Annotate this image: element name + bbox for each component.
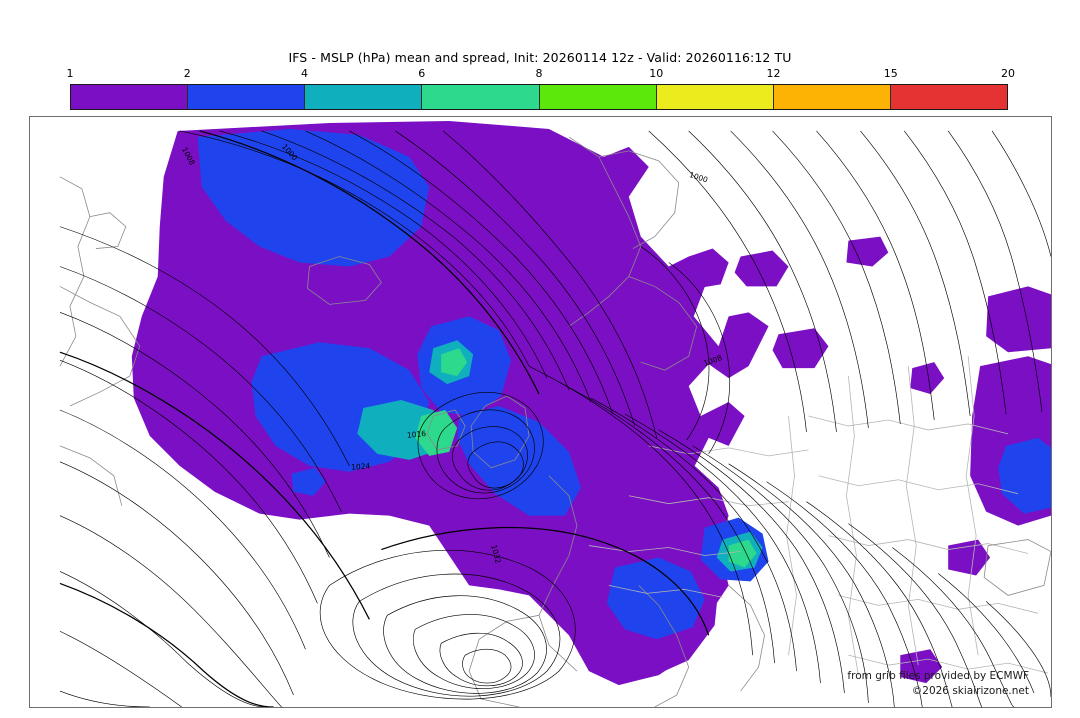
- isobar-label-1016: 1016: [407, 429, 427, 440]
- spread-area-purple-blob-f: [948, 539, 991, 576]
- spread-area-purple-blob-b: [772, 328, 829, 369]
- spread-area-green-b: [441, 348, 468, 377]
- colorbar-tick-10: 10: [649, 67, 664, 80]
- spread-area-purple-blob-c: [846, 236, 889, 267]
- spread-area-purple-iceland: [684, 248, 729, 289]
- colorbar-tick-6: 6: [418, 67, 426, 80]
- map-canvas: 1008 1000 1016 1024 1032 1000 1008: [59, 120, 1051, 707]
- isobar-label-1000-b: 1000: [688, 170, 709, 184]
- isobar-label-1024: 1024: [351, 461, 371, 471]
- colorbar-segment-orange: [773, 85, 891, 109]
- colorbar-segment-blue: [188, 85, 306, 109]
- coastline-layer: [59, 136, 1051, 707]
- colorbar-segment-spring-green: [422, 85, 540, 109]
- spread-area-purple-east2: [986, 286, 1051, 353]
- colorbar-segment-yellow: [656, 85, 774, 109]
- colorbar-tick-12: 12: [766, 67, 781, 80]
- spread-area-blue-north: [197, 128, 430, 267]
- spread-area-green-a: [415, 410, 458, 456]
- colorbar-tick-2: 2: [183, 67, 191, 80]
- colorbar-strip: [70, 84, 1008, 110]
- page-title: IFS - MSLP (hPa) mean and spread, Init: …: [288, 50, 792, 65]
- spread-area-blue-east: [998, 437, 1051, 514]
- spread-area-blue-se: [606, 557, 705, 640]
- colorbar-tick-20: 20: [1001, 67, 1015, 80]
- spread-area-blue-tiny: [291, 467, 326, 496]
- spread-area-blue-strip: [457, 406, 581, 516]
- colorbar-tick-4: 4: [301, 67, 308, 80]
- colorbar-tick-8: 8: [535, 67, 543, 80]
- colorbar-segment-teal: [305, 85, 423, 109]
- map-panel[interactable]: 1008 1000 1016 1024 1032 1000 1008 from …: [29, 116, 1052, 708]
- colorbar-segment-lime: [539, 85, 657, 109]
- spread-area-purple-blob-e: [900, 649, 943, 684]
- colorbar-tick-15: 15: [883, 67, 898, 80]
- colorbar-tick-1: 1: [66, 67, 74, 80]
- isobar-layer: [59, 130, 1051, 707]
- colorbar-segment-purple: [71, 85, 189, 109]
- spread-area-purple-blob-a: [734, 250, 789, 287]
- colorbar-tick-labels: 1 2 4 6 8 10 12 15 20: [66, 67, 1016, 83]
- spread-area-purple-blob-d: [910, 362, 945, 395]
- colorbar: 1 2 4 6 8 10 12 15 20: [67, 67, 1015, 110]
- colorbar-segment-red: [890, 85, 1007, 109]
